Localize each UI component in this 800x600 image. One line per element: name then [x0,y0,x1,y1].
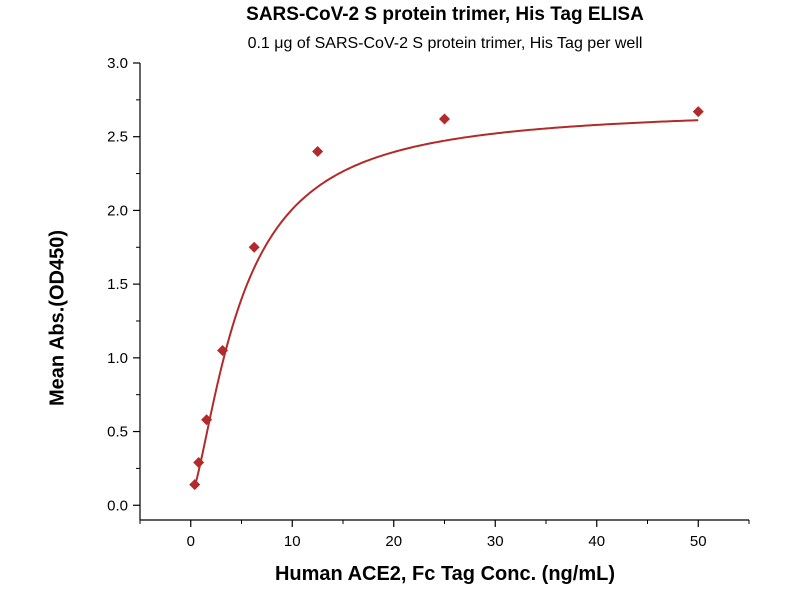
data-point [217,344,229,356]
chart-title: SARS-CoV-2 S protein trimer, His Tag ELI… [246,4,644,25]
x-tick-label: 50 [690,533,707,550]
data-point [201,414,213,426]
x-axis-label: Human ACE2, Fc Tag Conc. (ng/mL) [274,563,615,585]
data-point [248,241,260,253]
data-point [439,113,450,125]
y-tick-label: 0.0 [107,497,128,514]
x-tick-label: 0 [187,533,195,550]
y-tick-label: 0.5 [107,424,128,441]
data-point [312,145,324,157]
fit-curve [193,119,699,487]
x-tick-label: 20 [385,533,402,550]
x-tick-label: 10 [284,533,301,550]
x-tick-label: 40 [588,533,605,550]
data-point [692,106,704,118]
chart-subtitle: 0.1 μg of SARS-CoV-2 S protein trimer, H… [247,35,643,52]
y-tick-label: 1.0 [107,350,128,367]
y-tick-label: 2.0 [107,202,128,219]
y-tick-label: 3.0 [107,55,128,72]
data-point [189,479,201,491]
x-tick-label: 30 [487,533,504,550]
data-point [193,457,205,469]
y-tick-label: 1.5 [107,276,128,293]
y-tick-label: 2.5 [107,129,128,146]
